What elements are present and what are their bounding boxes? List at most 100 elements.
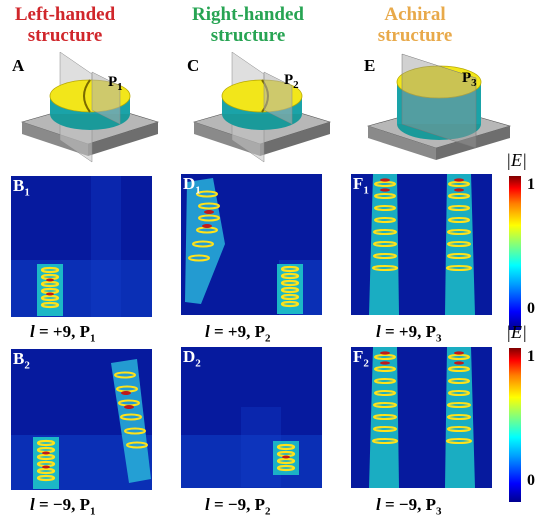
caption-eq: = +9, xyxy=(34,322,80,341)
caption-d1: l = +9, P2 xyxy=(205,322,271,344)
achiral-structure-illustration xyxy=(366,53,512,160)
panel-label-e: E xyxy=(364,56,376,75)
field-map-d1-svg xyxy=(185,178,322,315)
panel-letter: B xyxy=(13,176,25,195)
title-line2: structure xyxy=(27,25,103,46)
panel-letter: F xyxy=(353,174,364,193)
panel-label-a: A xyxy=(12,56,25,75)
panel-label-d1: D1 xyxy=(183,174,201,196)
panel-label-f2: F2 xyxy=(353,347,369,369)
panel-letter: D xyxy=(183,347,196,366)
field-map-d1 xyxy=(181,174,322,315)
colorbar-bottom-max: 1 xyxy=(527,348,535,365)
plane-label-p3: P3 xyxy=(462,70,477,89)
field-hotspot-d1-upper xyxy=(185,178,225,304)
caption-eq: = −9, xyxy=(380,495,426,514)
panel-letter: F xyxy=(353,347,364,366)
title-line1: Achiral xyxy=(384,4,446,25)
colorbar-title-top: |E| xyxy=(506,150,527,171)
field-column-f1-right xyxy=(445,174,475,315)
left-handed-structure-illustration xyxy=(20,52,160,163)
panel-sub: 2 xyxy=(195,357,201,370)
panel-sub: 2 xyxy=(363,357,369,370)
caption-sub: 2 xyxy=(265,505,271,518)
caption-eq: = +9, xyxy=(380,322,426,341)
plane-sub: 1 xyxy=(117,81,123,93)
caption-p: P xyxy=(254,495,265,514)
panel-sub: 1 xyxy=(363,184,369,197)
caption-f2: l = −9, P3 xyxy=(376,495,442,517)
colorbar-top-max: 1 xyxy=(527,176,535,193)
colorbar-title-bottom: |E| xyxy=(506,322,527,343)
panel-label-c: C xyxy=(187,56,200,75)
caption-f1: l = +9, P3 xyxy=(376,322,442,344)
title-line2: structure xyxy=(377,25,453,46)
caption-p: P xyxy=(79,495,90,514)
field-map-b2 xyxy=(11,349,152,490)
panel-label-b1: B1 xyxy=(13,176,30,198)
plane-sub: 3 xyxy=(471,77,477,89)
plane-label-p2: P2 xyxy=(284,72,299,91)
field-map-b1-svg xyxy=(11,176,152,317)
field-map-d2-svg xyxy=(181,407,322,488)
caption-eq: = +9, xyxy=(209,322,255,341)
field-hotspot-b2-lower xyxy=(33,437,59,489)
title-line1: Right-handed xyxy=(192,4,304,25)
field-map-f2 xyxy=(351,347,492,488)
panel-letter: B xyxy=(13,349,25,368)
panel-sub: 1 xyxy=(195,184,201,197)
caption-sub: 1 xyxy=(90,332,96,345)
panel-sub: 1 xyxy=(24,186,30,199)
colorbar-bottom xyxy=(509,348,521,502)
title-left-handed: Left-handed structure xyxy=(0,4,130,46)
plane-sub: 2 xyxy=(293,79,299,91)
panel-label-b2: B2 xyxy=(13,349,30,371)
colorbar-title-text: |E| xyxy=(506,150,527,170)
field-map-b2-svg xyxy=(11,359,152,490)
caption-d2: l = −9, P2 xyxy=(205,495,271,517)
caption-l: l xyxy=(376,495,381,514)
field-map-f1 xyxy=(351,174,492,315)
title-line1: Left-handed xyxy=(14,4,116,25)
field-hotspot-b2-upper xyxy=(111,359,151,483)
caption-b1: l = +9, P1 xyxy=(30,322,96,344)
colorbar-bottom-min: 0 xyxy=(527,472,535,489)
caption-sub: 2 xyxy=(265,332,271,345)
panel-label-d2: D2 xyxy=(183,347,201,369)
caption-l: l xyxy=(30,495,35,514)
caption-sub: 1 xyxy=(90,505,96,518)
caption-sub: 3 xyxy=(436,505,442,518)
caption-l: l xyxy=(205,322,210,341)
plane-letter: P xyxy=(284,72,294,88)
caption-l: l xyxy=(30,322,35,341)
plane-label-p1: P1 xyxy=(108,74,123,93)
field-map-f2-svg xyxy=(369,347,475,488)
caption-l: l xyxy=(205,495,210,514)
field-hotspot-d2 xyxy=(273,441,299,475)
field-hotspot-d1-lower xyxy=(277,264,303,314)
colorbar-top-min: 0 xyxy=(527,300,535,317)
caption-eq: = −9, xyxy=(209,495,255,514)
field-column-f2-left xyxy=(369,347,399,488)
title-achiral: Achiral structure xyxy=(355,4,475,46)
caption-l: l xyxy=(376,322,381,341)
caption-b2: l = −9, P1 xyxy=(30,495,96,517)
field-map-d2 xyxy=(181,347,322,488)
colorbar-top xyxy=(509,176,521,330)
field-column-f2-right xyxy=(445,347,475,488)
caption-p: P xyxy=(254,322,265,341)
field-hotspot-b1 xyxy=(37,264,63,316)
caption-p: P xyxy=(79,322,90,341)
caption-eq: = −9, xyxy=(34,495,80,514)
plane-letter: P xyxy=(108,74,118,90)
colorbar-title-text: |E| xyxy=(506,322,527,342)
right-handed-structure-illustration xyxy=(192,52,332,163)
panel-sub: 2 xyxy=(24,359,30,372)
title-right-handed: Right-handed structure xyxy=(178,4,318,46)
field-map-f1-svg xyxy=(369,174,475,315)
panel-label-f1: F1 xyxy=(353,174,369,196)
title-line2: structure xyxy=(210,25,286,46)
field-map-b1 xyxy=(11,176,152,317)
caption-p: P xyxy=(425,495,436,514)
plane-letter: P xyxy=(462,70,472,86)
